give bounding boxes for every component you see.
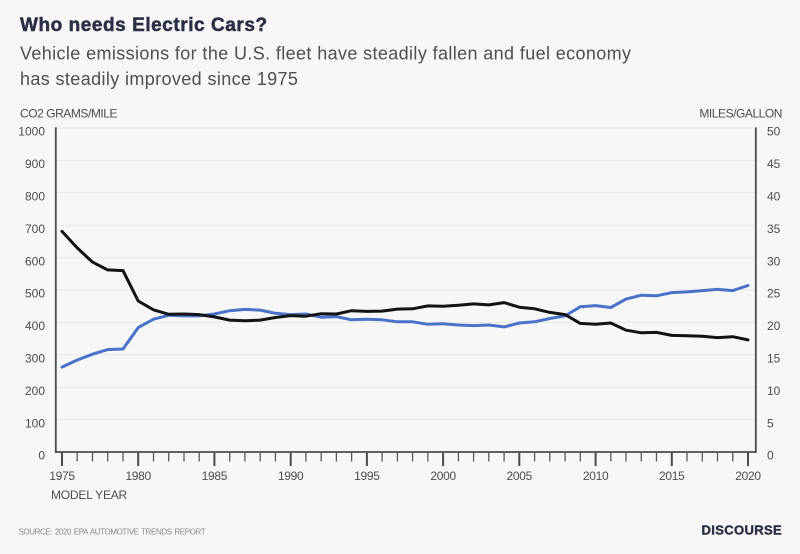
- svg-text:1975: 1975: [49, 469, 75, 483]
- svg-text:MODEL YEAR: MODEL YEAR: [51, 488, 128, 502]
- svg-text:800: 800: [25, 190, 45, 204]
- svg-text:700: 700: [25, 222, 45, 236]
- svg-text:Who needs Electric Cars?: Who needs Electric Cars?: [20, 15, 268, 36]
- svg-text:1990: 1990: [278, 469, 304, 483]
- svg-text:2000: 2000: [430, 469, 456, 483]
- svg-text:1995: 1995: [354, 469, 380, 483]
- svg-text:2020: 2020: [735, 469, 761, 483]
- svg-text:2010: 2010: [583, 469, 609, 483]
- svg-text:100: 100: [25, 416, 45, 430]
- svg-text:SOURCE: 2020 EPA AUTOMOTIVE TR: SOURCE: 2020 EPA AUTOMOTIVE TRENDS REPOR…: [19, 528, 206, 537]
- svg-text:Vehicle emissions for the U.S.: Vehicle emissions for the U.S. fleet hav…: [20, 44, 631, 64]
- svg-text:1980: 1980: [125, 469, 151, 483]
- svg-text:2015: 2015: [659, 469, 685, 483]
- svg-text:10: 10: [767, 384, 781, 398]
- svg-text:0: 0: [38, 449, 45, 463]
- svg-text:400: 400: [25, 319, 45, 333]
- svg-text:500: 500: [25, 287, 45, 301]
- svg-text:25: 25: [767, 287, 781, 301]
- svg-text:1985: 1985: [202, 469, 228, 483]
- svg-text:0: 0: [767, 449, 774, 463]
- svg-text:900: 900: [25, 157, 45, 171]
- svg-text:CO2 GRAMS/MILE: CO2 GRAMS/MILE: [20, 107, 117, 121]
- svg-text:MILES/GALLON: MILES/GALLON: [699, 107, 782, 121]
- svg-text:DISCOURSE: DISCOURSE: [702, 523, 782, 538]
- svg-text:40: 40: [767, 190, 781, 204]
- svg-text:600: 600: [25, 254, 45, 268]
- svg-text:2005: 2005: [507, 469, 533, 483]
- svg-text:5: 5: [767, 416, 774, 430]
- svg-text:15: 15: [767, 352, 781, 366]
- svg-text:30: 30: [767, 254, 781, 268]
- svg-text:50: 50: [767, 125, 781, 139]
- svg-text:300: 300: [25, 352, 45, 366]
- svg-text:45: 45: [767, 157, 781, 171]
- svg-text:1000: 1000: [18, 125, 45, 139]
- svg-text:has steadily improved since 19: has steadily improved since 1975: [20, 69, 298, 89]
- svg-text:200: 200: [25, 384, 45, 398]
- svg-text:20: 20: [767, 319, 781, 333]
- svg-text:35: 35: [767, 222, 781, 236]
